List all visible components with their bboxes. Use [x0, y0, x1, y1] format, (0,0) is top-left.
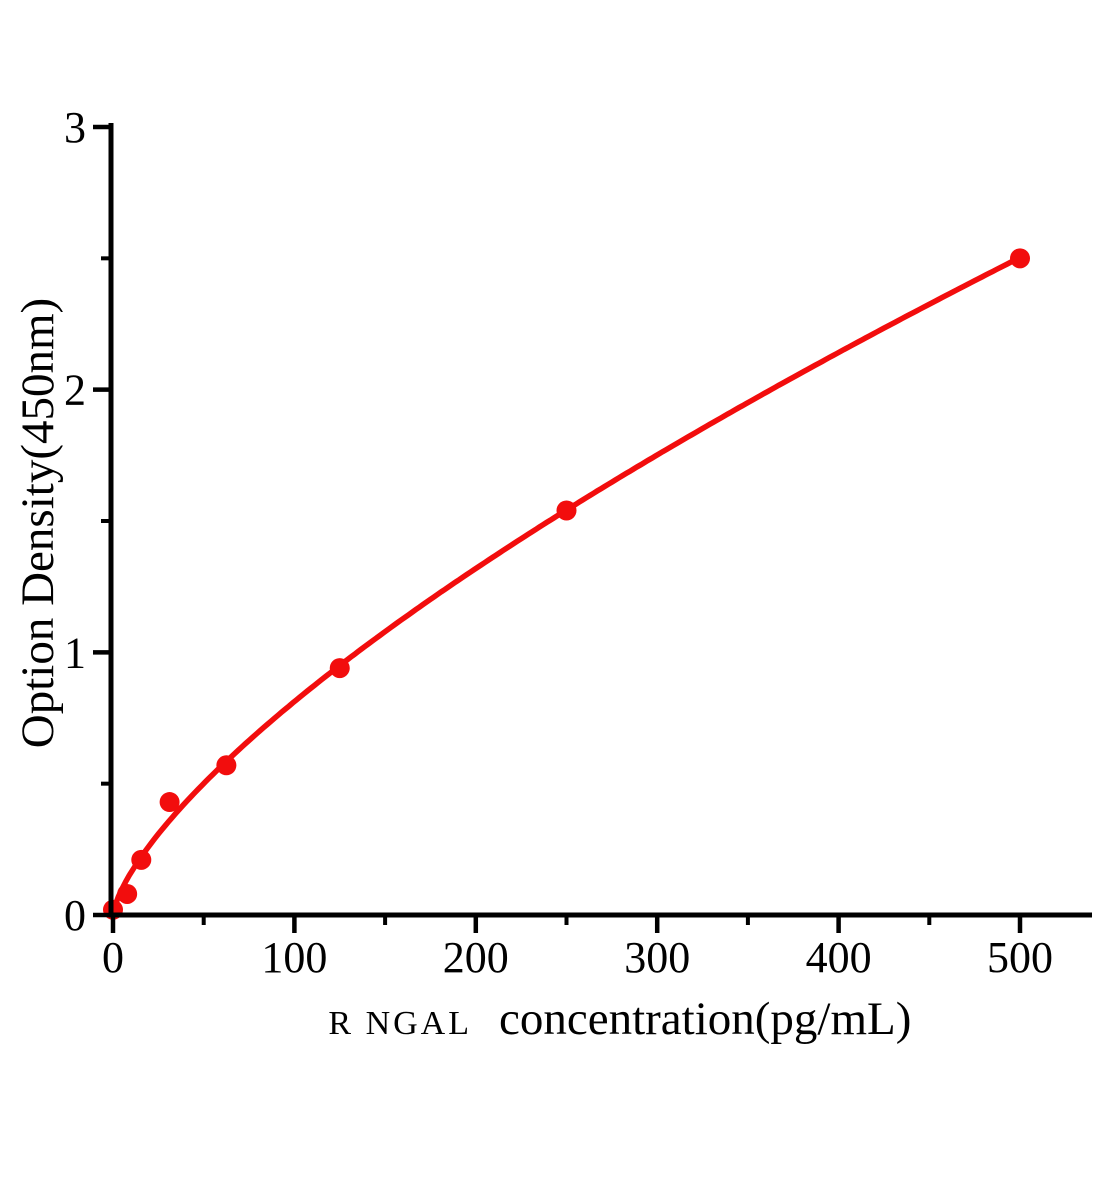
data-point [329, 658, 350, 679]
data-point [1010, 248, 1030, 269]
data-point [117, 883, 138, 904]
axes-layer: 0 100 200 300 400 500 0 1 2 3 [64, 103, 1092, 982]
x-tick-label: 0 [102, 933, 124, 982]
data-point [556, 500, 577, 521]
y-tick-label: 3 [64, 103, 86, 152]
x-axis-title-prefix: R NGAL [328, 1005, 472, 1042]
x-tick-label: 200 [443, 933, 509, 982]
data-series-layer [103, 248, 1030, 920]
data-point [131, 849, 152, 870]
standard-curve-line [110, 255, 1023, 918]
y-tick-label: 2 [64, 366, 86, 415]
y-tick-label: 1 [64, 628, 86, 677]
x-axis-title: R NGAL concentration(pg/mL) [328, 993, 911, 1045]
x-axis-title-main: concentration(pg/mL) [499, 993, 911, 1045]
x-tick-label: 100 [261, 933, 327, 982]
y-axis-title: Option Density(450nm) [12, 298, 64, 748]
tick-labels-layer: 0 100 200 300 400 500 0 1 2 3 [64, 103, 1053, 982]
x-tick-label: 400 [806, 933, 872, 982]
x-tick-label: 500 [987, 933, 1053, 982]
x-tick-label: 300 [624, 933, 690, 982]
data-point [216, 755, 237, 776]
ticks-layer [93, 124, 1023, 933]
y-tick-label: 0 [64, 891, 86, 940]
data-point [159, 792, 180, 813]
